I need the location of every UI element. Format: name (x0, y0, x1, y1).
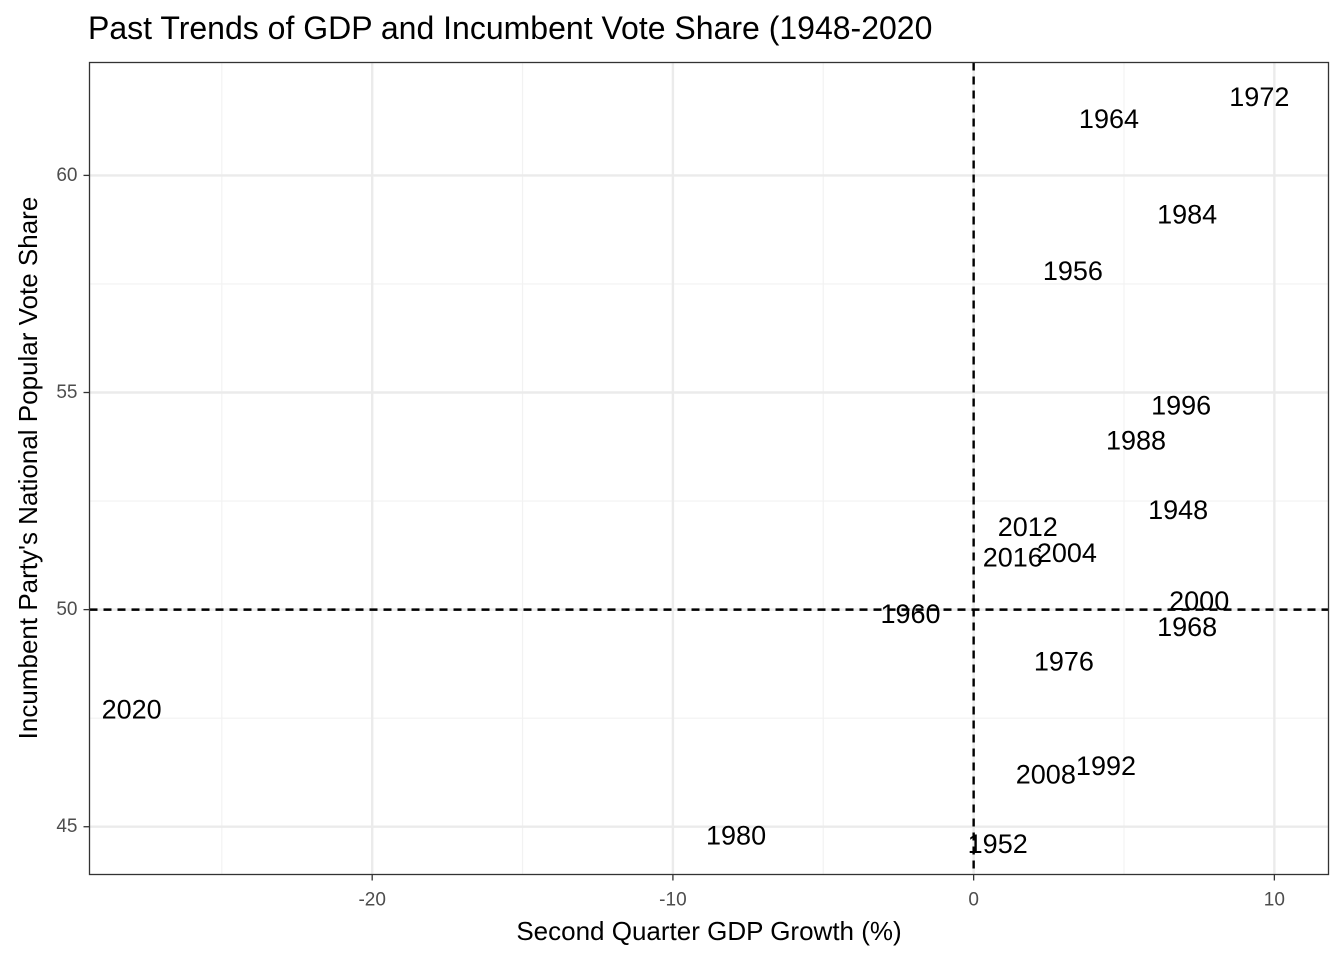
point-label-1996: 1996 (1151, 391, 1211, 421)
point-label-1988: 1988 (1106, 425, 1166, 455)
point-label-1992: 1992 (1076, 751, 1136, 781)
x-tick-label: 10 (1264, 890, 1285, 911)
point-label-2000: 2000 (1169, 586, 1229, 616)
point-label-2008: 2008 (1016, 760, 1076, 790)
axes: -20 -10 0 10 45 50 55 60 (56, 165, 1285, 911)
x-tick-label: 0 (968, 890, 979, 911)
grid-layer (89, 62, 1329, 875)
point-label-1956: 1956 (1043, 256, 1103, 286)
point-labels: 1948 1952 1956 1960 1964 1968 1972 1976 1980 1984… (102, 82, 1290, 859)
point-label-2004: 2004 (1037, 538, 1097, 568)
point-label-1968: 1968 (1157, 612, 1217, 642)
point-label-1976: 1976 (1034, 647, 1094, 677)
point-label-1980: 1980 (706, 820, 766, 850)
y-tick-label: 60 (56, 165, 77, 186)
y-tick-label: 50 (56, 599, 77, 620)
point-label-1952: 1952 (968, 829, 1028, 859)
point-label-1972: 1972 (1229, 82, 1289, 112)
point-label-2012: 2012 (998, 512, 1058, 542)
point-label-1960: 1960 (880, 599, 940, 629)
panel-border (88, 61, 1330, 876)
x-tick-label: -20 (358, 890, 385, 911)
x-axis-title: Second Quarter GDP Growth (%) (516, 916, 901, 946)
y-axis-title: Incumbent Party's National Popular Vote … (13, 197, 43, 740)
reference-lines (89, 62, 1329, 875)
y-tick-label: 45 (56, 816, 77, 837)
chart-title: Past Trends of GDP and Incumbent Vote Sh… (88, 10, 932, 46)
point-label-2016: 2016 (983, 543, 1043, 573)
point-label-1948: 1948 (1148, 495, 1208, 525)
point-label-2020: 2020 (102, 694, 162, 724)
point-label-1984: 1984 (1157, 199, 1217, 229)
y-tick-label: 55 (56, 382, 77, 403)
x-tick-label: -10 (659, 890, 686, 911)
point-label-1964: 1964 (1079, 104, 1139, 134)
